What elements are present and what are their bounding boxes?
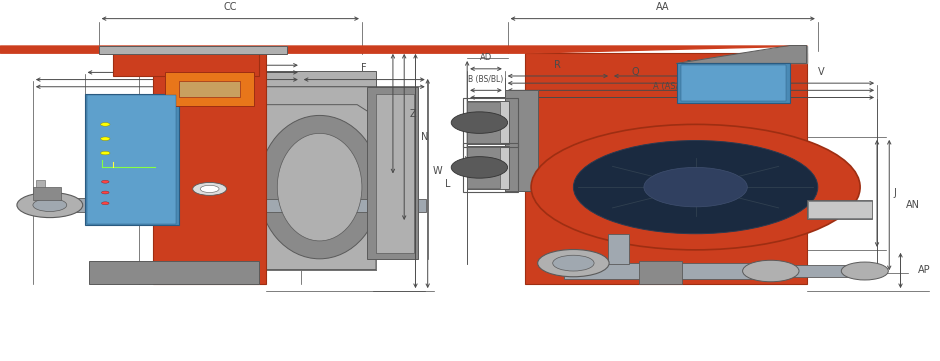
Circle shape	[553, 255, 594, 271]
FancyBboxPatch shape	[33, 187, 61, 200]
Circle shape	[102, 191, 109, 194]
FancyBboxPatch shape	[608, 234, 629, 264]
Text: N: N	[421, 132, 429, 142]
Circle shape	[200, 185, 219, 192]
Polygon shape	[677, 45, 807, 64]
FancyBboxPatch shape	[89, 261, 258, 284]
Circle shape	[743, 260, 799, 282]
Circle shape	[102, 180, 109, 183]
Text: Q: Q	[632, 67, 639, 77]
FancyBboxPatch shape	[266, 199, 426, 212]
FancyBboxPatch shape	[249, 71, 376, 270]
FancyBboxPatch shape	[467, 101, 509, 144]
Text: BB: BB	[213, 49, 227, 59]
Circle shape	[101, 151, 110, 155]
Ellipse shape	[277, 133, 362, 241]
Polygon shape	[249, 105, 376, 270]
FancyBboxPatch shape	[639, 261, 682, 284]
Text: L: L	[445, 179, 450, 188]
Text: F: F	[362, 63, 367, 73]
Text: E: E	[164, 63, 170, 73]
Circle shape	[101, 123, 110, 126]
Circle shape	[102, 202, 109, 205]
Circle shape	[193, 182, 227, 195]
Circle shape	[538, 249, 609, 277]
FancyBboxPatch shape	[33, 198, 118, 212]
Text: R: R	[555, 60, 561, 70]
FancyBboxPatch shape	[99, 45, 287, 55]
FancyBboxPatch shape	[36, 180, 45, 187]
FancyBboxPatch shape	[85, 94, 179, 225]
FancyBboxPatch shape	[87, 95, 176, 224]
Text: A (AS/AL): A (AS/AL)	[652, 82, 692, 91]
FancyBboxPatch shape	[467, 147, 500, 188]
FancyBboxPatch shape	[467, 146, 509, 189]
FancyBboxPatch shape	[677, 64, 790, 103]
Text: D: D	[227, 70, 234, 80]
Text: AP: AP	[917, 265, 930, 275]
FancyBboxPatch shape	[164, 73, 254, 106]
Circle shape	[33, 199, 67, 212]
Text: W: W	[432, 166, 442, 176]
Circle shape	[101, 137, 110, 140]
Text: AA: AA	[656, 2, 669, 12]
FancyBboxPatch shape	[179, 81, 240, 97]
Text: V: V	[818, 67, 825, 77]
Text: AD: AD	[479, 53, 493, 62]
FancyBboxPatch shape	[376, 94, 414, 253]
FancyBboxPatch shape	[808, 201, 872, 218]
FancyBboxPatch shape	[467, 102, 500, 143]
Ellipse shape	[258, 116, 381, 259]
FancyBboxPatch shape	[525, 53, 807, 284]
Text: B (BS/BL): B (BS/BL)	[468, 75, 504, 84]
Circle shape	[841, 262, 888, 280]
Text: AN: AN	[906, 200, 920, 210]
Text: C: C	[687, 74, 695, 84]
Text: S: S	[685, 60, 692, 70]
Text: CC: CC	[224, 2, 237, 12]
Circle shape	[451, 157, 508, 178]
Circle shape	[531, 125, 860, 250]
Text: U: U	[189, 56, 196, 66]
FancyBboxPatch shape	[113, 51, 258, 76]
Circle shape	[451, 112, 508, 133]
Text: G: G	[484, 106, 492, 116]
FancyBboxPatch shape	[564, 264, 771, 279]
FancyBboxPatch shape	[367, 87, 418, 259]
Circle shape	[17, 192, 83, 218]
FancyBboxPatch shape	[771, 265, 870, 277]
Text: Z: Z	[410, 109, 416, 119]
Text: J: J	[894, 188, 897, 199]
Circle shape	[644, 168, 747, 207]
Circle shape	[573, 140, 818, 234]
FancyBboxPatch shape	[153, 51, 266, 284]
FancyBboxPatch shape	[681, 65, 786, 101]
FancyBboxPatch shape	[505, 90, 538, 191]
FancyBboxPatch shape	[807, 200, 872, 219]
